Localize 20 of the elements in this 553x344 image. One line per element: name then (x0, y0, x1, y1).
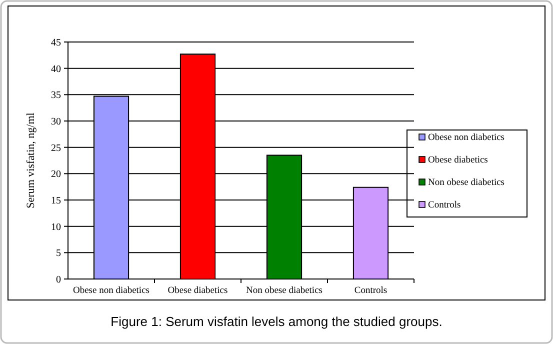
legend-label: Non obese diabetics (428, 178, 505, 188)
x-tick-label: Obese non diabetics (72, 286, 150, 296)
y-axis-title: Serum visfatin, ng/ml (25, 112, 37, 208)
x-tick-label: Non obese diabetics (246, 286, 323, 296)
y-tick-label: 5 (56, 248, 61, 260)
y-tick-label: 0 (56, 274, 61, 286)
legend-label: Obese diabetics (428, 156, 488, 166)
y-tick-label: 10 (51, 222, 61, 233)
x-tick-label: Controls (354, 286, 388, 296)
text: Figure 1: Serum visfatin levels among the studied groups. (110, 314, 442, 329)
y-tick-label: 30 (51, 116, 61, 128)
y-tick-label: 15 (51, 196, 61, 206)
y-tick-label: 35 (51, 90, 61, 102)
y-tick-label: 45 (51, 38, 61, 48)
x-tick-label: Obese diabetics (168, 286, 228, 296)
legend-label: Controls (428, 200, 462, 210)
legend-label: Obese non diabetics (428, 133, 505, 143)
y-tick-label: 25 (51, 142, 61, 154)
y-tick-label: 40 (51, 64, 61, 75)
y-tick-label: 20 (51, 169, 61, 180)
